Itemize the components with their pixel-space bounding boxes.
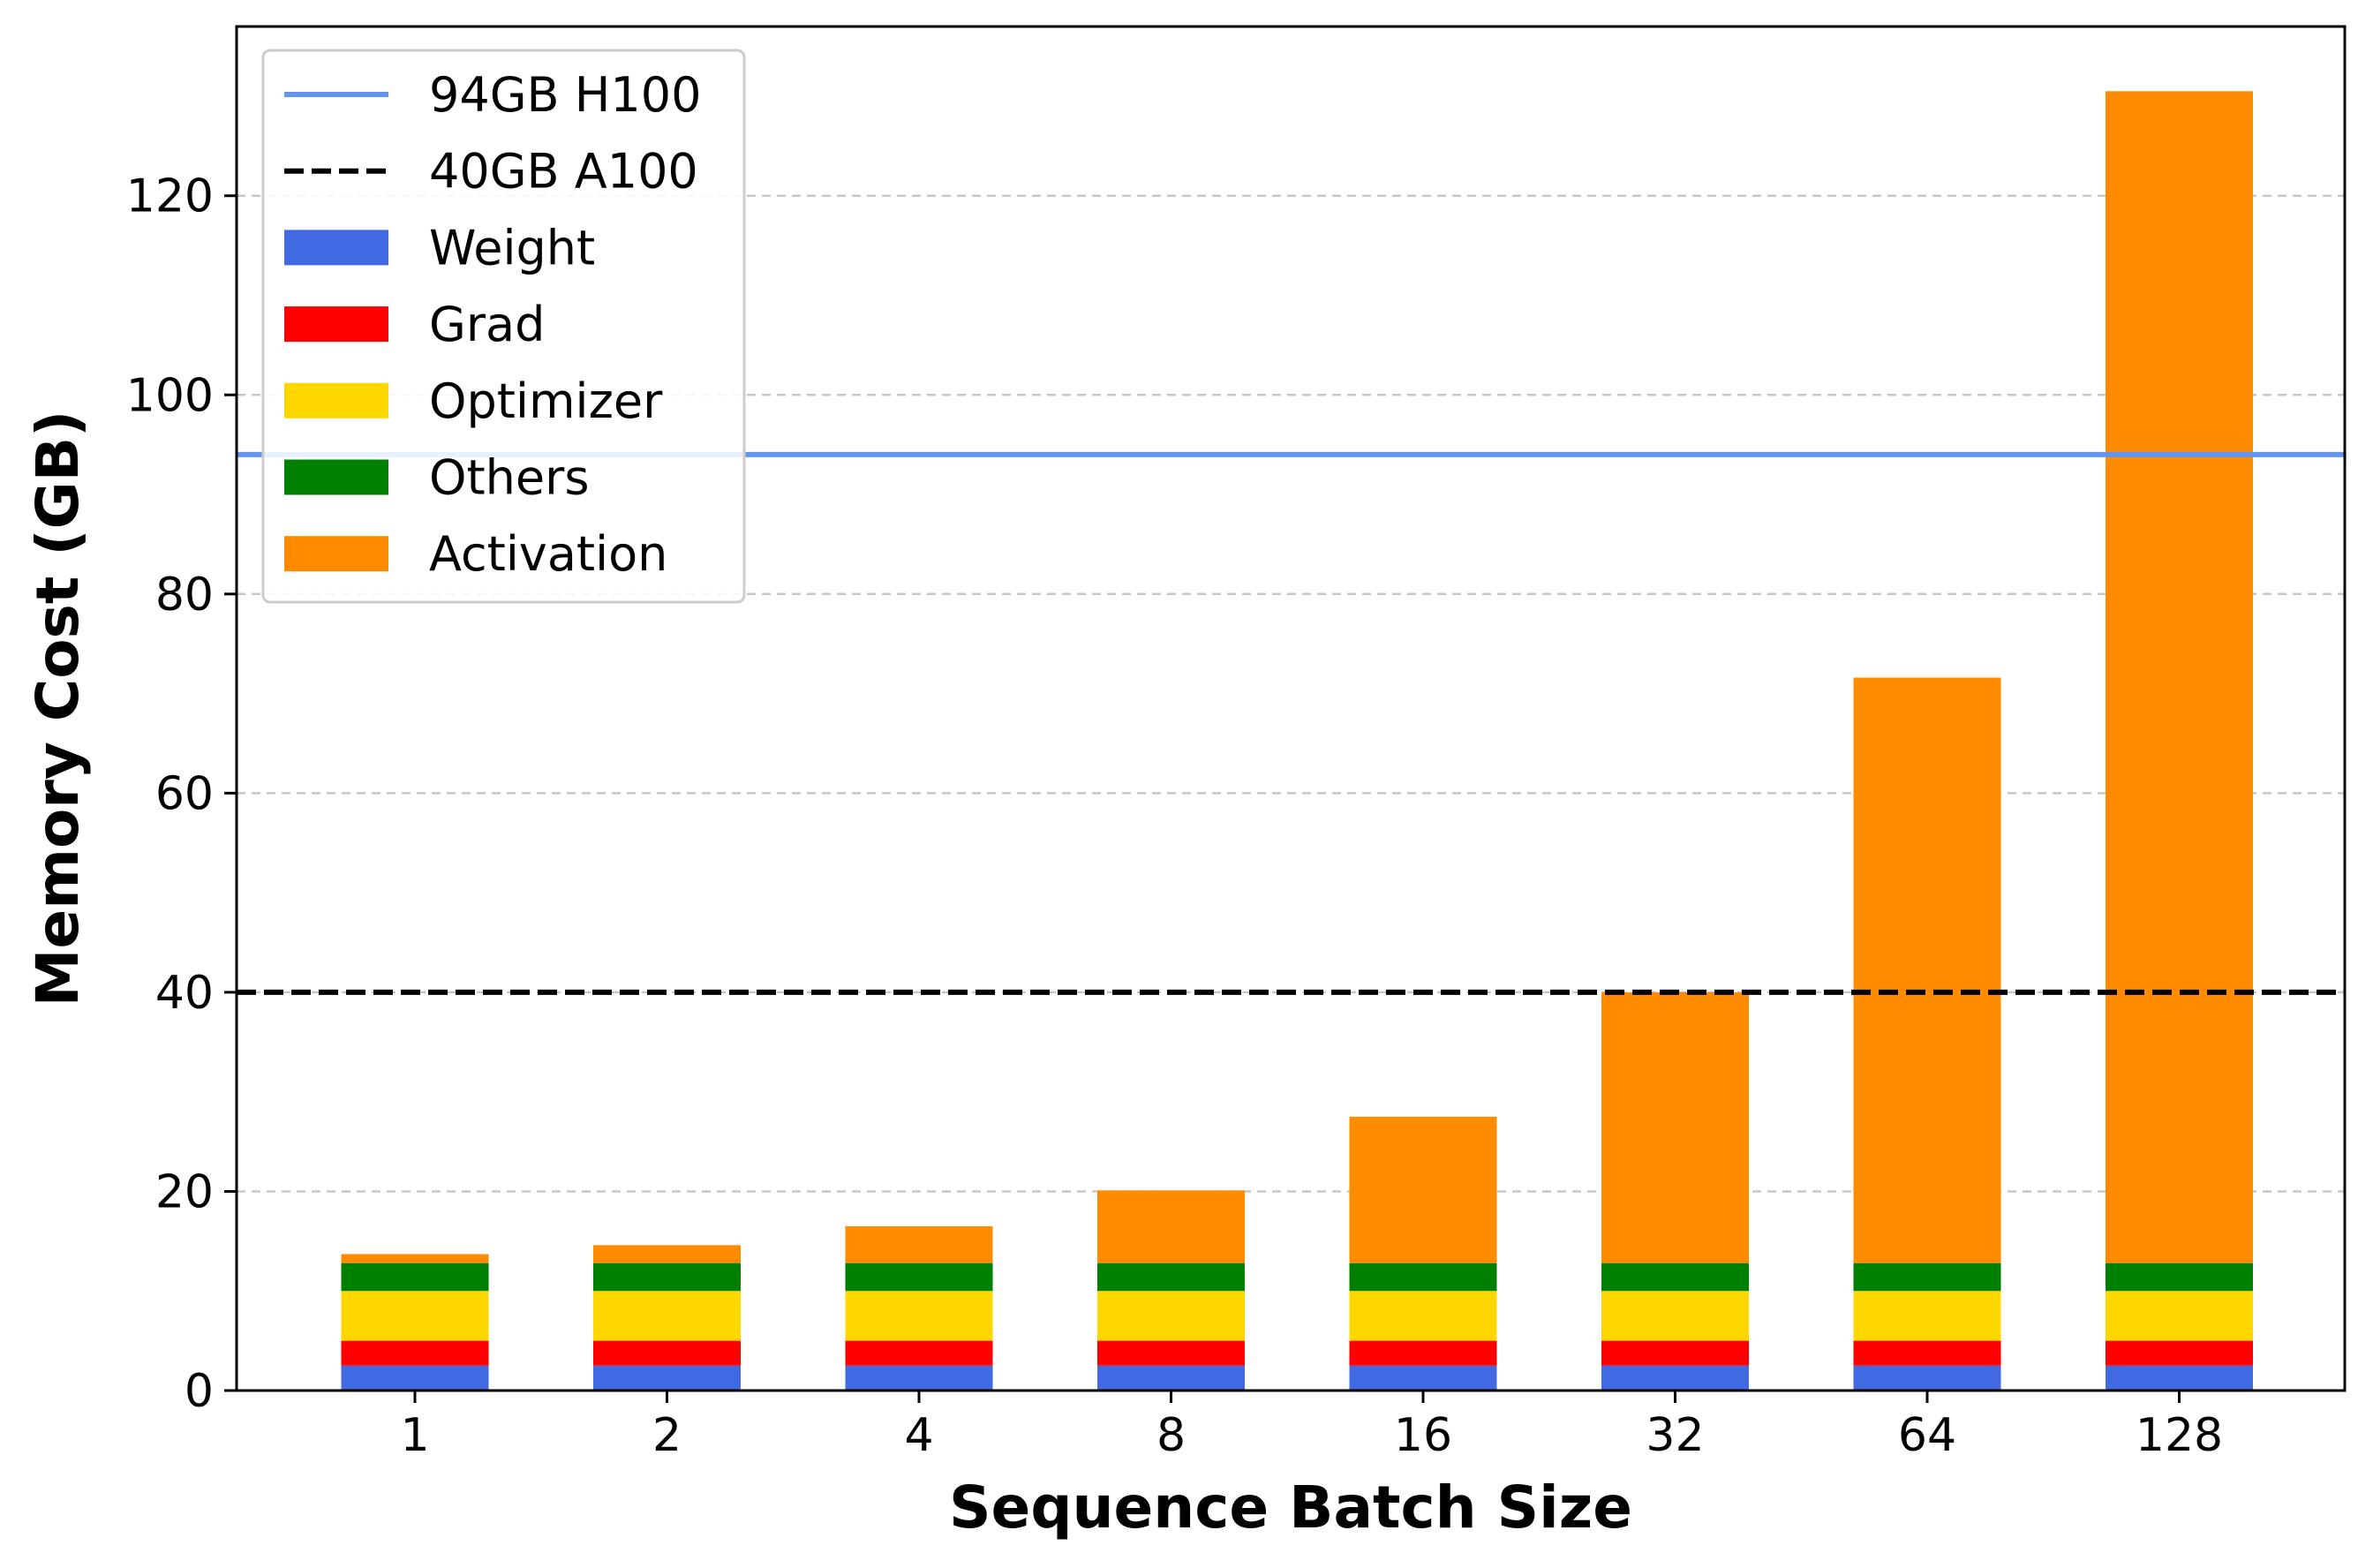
bar-grad-16 [1349,1340,1497,1366]
bar-others-64 [1853,1263,2001,1292]
x-tick-label-16: 16 [1394,1409,1452,1462]
legend-label-weight: Weight [429,220,595,275]
y-axis: 0 20 40 60 80 100 120 [126,170,237,1418]
bar-grad-4 [845,1340,993,1366]
x-axis-title: Sequence Batch Size [949,1474,1632,1542]
y-tick-label-80: 80 [155,569,214,622]
legend-swatch-activation [284,536,388,572]
bar-weight-32 [1601,1365,1749,1391]
bar-others-32 [1601,1263,1749,1292]
bar-grad-64 [1853,1340,2001,1366]
legend-swatch-others [284,459,388,495]
x-tick-label-4: 4 [904,1409,933,1462]
bar-grad-2 [593,1340,741,1366]
y-tick-label-40: 40 [155,967,214,1020]
bar-grad-1 [341,1340,489,1366]
bar-activation-8 [1097,1190,1245,1263]
legend-label-activation: Activation [429,526,667,582]
bar-grad-32 [1601,1340,1749,1366]
legend-label-grad: Grad [429,297,545,352]
bar-weight-8 [1097,1365,1245,1391]
bars [341,91,2253,1391]
bar-grad-8 [1097,1340,1245,1366]
x-tick-label-2: 2 [652,1409,682,1462]
bar-optimizer-64 [1853,1291,2001,1341]
bar-group-32 [1601,991,1749,1391]
y-axis-title: Memory Cost (GB) [24,411,92,1007]
y-tick-label-100: 100 [126,369,214,422]
bar-others-4 [845,1263,993,1292]
bar-others-2 [593,1263,741,1292]
bar-activation-4 [845,1225,993,1263]
bar-optimizer-8 [1097,1291,1245,1341]
y-tick-label-20: 20 [155,1165,214,1218]
bar-group-4 [845,1225,993,1391]
legend-label-optimizer: Optimizer [429,373,663,429]
bar-weight-16 [1349,1365,1497,1391]
bar-weight-64 [1853,1365,2001,1391]
bar-group-128 [2106,91,2253,1391]
x-axis: 1 2 4 8 16 32 64 128 [400,1391,2223,1462]
bar-optimizer-2 [593,1291,741,1341]
x-tick-label-1: 1 [400,1409,429,1462]
bar-group-16 [1349,1116,1497,1391]
bar-optimizer-1 [341,1291,489,1341]
bar-optimizer-32 [1601,1291,1749,1341]
x-tick-label-8: 8 [1156,1409,1186,1462]
bar-group-64 [1853,677,2001,1391]
legend-swatch-optimizer [284,382,388,418]
legend-label-others: Others [429,450,589,506]
y-tick-label-120: 120 [126,170,214,223]
bar-activation-128 [2106,91,2253,1263]
bar-others-8 [1097,1263,1245,1292]
bar-weight-1 [341,1365,489,1391]
bar-activation-1 [341,1254,489,1263]
legend-swatch-weight [284,230,388,266]
bar-optimizer-4 [845,1291,993,1341]
legend-label-94gb-h100: 94GB H100 [429,67,701,123]
legend-swatch-grad [284,306,388,343]
bar-activation-32 [1601,991,1749,1263]
legend-label-40gb-a100: 40GB A100 [429,144,698,200]
bar-activation-64 [1853,677,2001,1263]
bar-optimizer-16 [1349,1291,1497,1341]
bar-weight-128 [2106,1365,2253,1391]
y-tick-label-60: 60 [155,767,214,820]
legend: 94GB H100 40GB A100 Weight Grad Optimizer Oth… [261,49,746,604]
bar-weight-4 [845,1365,993,1391]
bar-grad-128 [2106,1340,2253,1366]
y-tick-label-0: 0 [185,1365,214,1418]
bar-others-16 [1349,1263,1497,1292]
bar-activation-16 [1349,1116,1497,1263]
x-tick-label-64: 64 [1898,1409,1956,1462]
x-tick-label-32: 32 [1646,1409,1704,1462]
bar-activation-2 [593,1245,741,1263]
plot-frame [235,25,2347,1392]
bar-group-8 [1097,1190,1245,1391]
bar-optimizer-128 [2106,1291,2253,1341]
bar-weight-2 [593,1365,741,1391]
bar-group-1 [341,1254,489,1391]
x-tick-label-128: 128 [2136,1409,2223,1462]
bar-others-128 [2106,1263,2253,1292]
bar-others-1 [341,1263,489,1292]
bar-group-2 [593,1245,741,1391]
